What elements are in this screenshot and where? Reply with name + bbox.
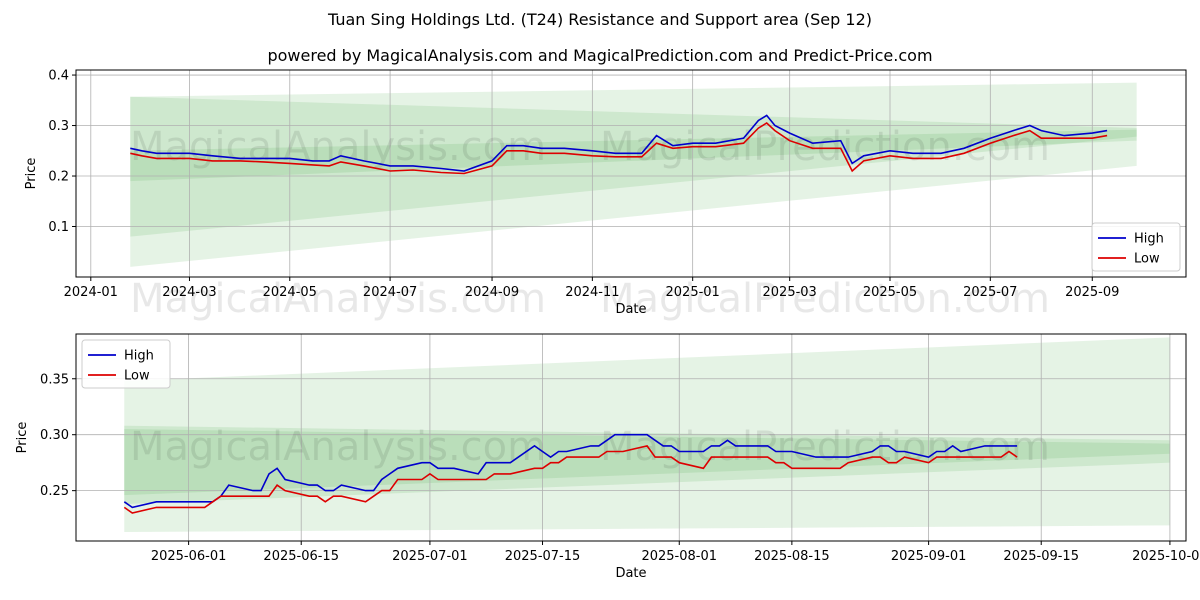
x-tick-label: 2025-09-01 bbox=[891, 549, 967, 564]
chart-panel-1: MagicalAnalysis.com MagicalPrediction.com… bbox=[24, 69, 1187, 322]
x-axis-label: Date bbox=[615, 566, 646, 581]
legend: High Low bbox=[81, 339, 171, 389]
y-axis-label: Price bbox=[15, 422, 30, 454]
x-tick-label: 2024-11 bbox=[565, 285, 619, 300]
watermark-text: MagicalAnalysis.com bbox=[130, 424, 546, 470]
x-tick-label: 2024-05 bbox=[263, 285, 317, 300]
x-tick-label: 2025-08-01 bbox=[641, 549, 717, 564]
legend-box bbox=[81, 339, 171, 389]
legend-label-low: Low bbox=[124, 369, 150, 384]
x-tick-label: 2025-09-15 bbox=[1003, 549, 1079, 564]
series-line-low bbox=[130, 122, 1108, 175]
y-tick-label: 0.3 bbox=[48, 119, 69, 134]
x-tick-label: 2024-03 bbox=[162, 285, 216, 300]
resistance-support-band bbox=[130, 129, 1137, 182]
watermark-text: MagicalPrediction.com bbox=[600, 424, 1050, 470]
x-tick-label: 2025-07-15 bbox=[505, 549, 581, 564]
legend: High Low bbox=[1091, 222, 1181, 272]
chart-title: Tuan Sing Holdings Ltd. (T24) Resistance… bbox=[328, 10, 872, 29]
legend-label-high: High bbox=[124, 349, 154, 364]
resistance-support-band bbox=[130, 96, 1137, 237]
x-tick-label: 2025-06-01 bbox=[151, 549, 227, 564]
chart-subtitle: powered by MagicalAnalysis.com and Magic… bbox=[267, 46, 933, 65]
y-tick-label: 0.2 bbox=[48, 170, 69, 185]
watermark-text: MagicalPrediction.com bbox=[600, 276, 1050, 322]
x-tick-label: 2024-09 bbox=[465, 285, 519, 300]
y-tick-label: 0.4 bbox=[48, 69, 69, 84]
legend-box bbox=[1091, 222, 1181, 272]
x-tick-label: 2025-09 bbox=[1065, 285, 1119, 300]
x-tick-label: 2025-10-01 bbox=[1132, 549, 1200, 564]
y-axis-label: Price bbox=[24, 158, 39, 190]
plot-frame bbox=[75, 69, 1187, 278]
series-line-low bbox=[123, 444, 1018, 514]
x-tick-label: 2025-01 bbox=[666, 285, 720, 300]
y-tick-label: 0.1 bbox=[48, 220, 69, 235]
resistance-support-band bbox=[130, 82, 1137, 267]
x-tick-label: 2025-03 bbox=[763, 285, 817, 300]
watermark-text: MagicalAnalysis.com bbox=[130, 276, 546, 322]
y-tick-label: 0.30 bbox=[40, 428, 69, 443]
x-tick-label: 2024-07 bbox=[363, 285, 417, 300]
x-tick-label: 2025-06-15 bbox=[263, 549, 339, 564]
legend-label-high: High bbox=[1134, 232, 1164, 247]
x-tick-label: 2025-07-01 bbox=[392, 549, 468, 564]
x-tick-label: 2025-08-15 bbox=[754, 549, 830, 564]
watermark-text: MagicalPrediction.com bbox=[600, 124, 1050, 170]
y-tick-label: 0.25 bbox=[40, 484, 69, 499]
legend-label-low: Low bbox=[1134, 252, 1160, 267]
x-tick-label: 2024-01 bbox=[64, 285, 118, 300]
chart-panel-2: MagicalAnalysis.com MagicalPrediction.com… bbox=[15, 333, 1200, 581]
series-line-high bbox=[123, 433, 1018, 509]
x-axis-label: Date bbox=[615, 302, 646, 317]
y-tick-label: 0.35 bbox=[40, 372, 69, 387]
plot-frame bbox=[75, 333, 1187, 542]
x-tick-label: 2025-05 bbox=[863, 285, 917, 300]
series-line-high bbox=[130, 114, 1108, 172]
resistance-support-band bbox=[124, 425, 1170, 505]
x-tick-label: 2025-07 bbox=[963, 285, 1017, 300]
resistance-support-band bbox=[124, 429, 1170, 496]
